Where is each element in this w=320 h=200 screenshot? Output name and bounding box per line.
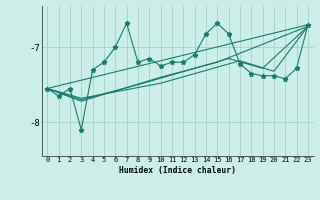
X-axis label: Humidex (Indice chaleur): Humidex (Indice chaleur) — [119, 166, 236, 175]
